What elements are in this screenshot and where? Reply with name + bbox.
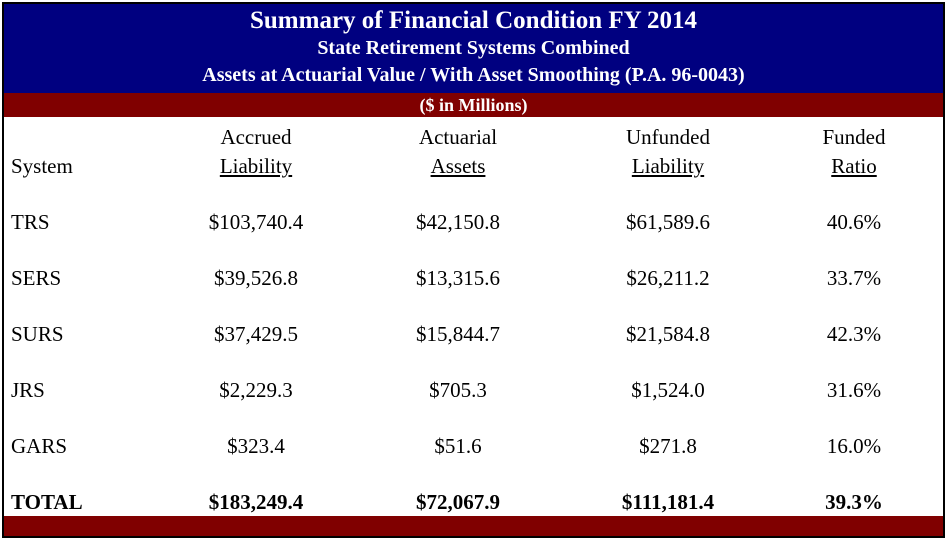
row-accrued: $323.4 xyxy=(227,434,285,458)
row-system: TRS xyxy=(11,210,50,234)
row-ratio: 42.3% xyxy=(826,322,882,346)
header-actuarial-bottom: Assets xyxy=(430,154,486,178)
header-unfunded-bottom: Liability xyxy=(631,154,705,178)
total-system: TOTAL xyxy=(11,490,83,514)
table-row: GARS $323.4 $51.6 $271.8 16.0% xyxy=(4,431,943,461)
units-band: ($ in Millions) xyxy=(4,93,943,117)
row-unfunded: $1,524.0 xyxy=(631,378,705,402)
header-funded-bottom: Ratio xyxy=(831,154,877,178)
row-accrued: $2,229.3 xyxy=(219,378,293,402)
row-assets: $13,315.6 xyxy=(416,266,500,290)
row-assets: $15,844.7 xyxy=(416,322,500,346)
total-unfunded: $111,181.4 xyxy=(621,490,715,514)
row-accrued: $103,740.4 xyxy=(208,210,304,234)
total-row: TOTAL $183,249.4 $72,067.9 $111,181.4 39… xyxy=(4,487,943,517)
header-system: System xyxy=(11,154,73,178)
table-row: SERS $39,526.8 $13,315.6 $26,211.2 33.7% xyxy=(4,263,943,293)
total-assets: $72,067.9 xyxy=(416,490,500,514)
row-system: SERS xyxy=(11,266,62,290)
bottom-band xyxy=(4,516,943,536)
row-system: GARS xyxy=(11,434,68,458)
table-row: SURS $37,429.5 $15,844.7 $21,584.8 42.3% xyxy=(4,319,943,349)
row-unfunded: $26,211.2 xyxy=(626,266,710,290)
row-system: SURS xyxy=(11,322,64,346)
row-unfunded: $61,589.6 xyxy=(626,210,710,234)
table-row: JRS $2,229.3 $705.3 $1,524.0 31.6% xyxy=(4,375,943,405)
table-row: TRS $103,740.4 $42,150.8 $61,589.6 40.6% xyxy=(4,207,943,237)
row-assets: $42,150.8 xyxy=(416,210,500,234)
row-accrued: $37,429.5 xyxy=(214,322,298,346)
header-funded-top: Funded xyxy=(822,125,886,149)
table-subtitle: State Retirement Systems Combined xyxy=(317,37,630,59)
row-assets: $705.3 xyxy=(429,378,487,402)
row-system: JRS xyxy=(11,378,45,402)
row-ratio: 16.0% xyxy=(826,434,882,458)
row-assets: $51.6 xyxy=(434,434,482,458)
table-basis-note: Assets at Actuarial Value / With Asset S… xyxy=(202,64,745,86)
header-actuarial-top: Actuarial xyxy=(418,125,498,149)
total-accrued: $183,249.4 xyxy=(208,490,304,514)
row-unfunded: $271.8 xyxy=(639,434,697,458)
header-accrued-bottom: Liability xyxy=(219,154,293,178)
table-title: Summary of Financial Condition FY 2014 xyxy=(249,7,698,34)
row-ratio: 33.7% xyxy=(826,266,882,290)
row-ratio: 40.6% xyxy=(826,210,882,234)
title-band: Summary of Financial Condition FY 2014 S… xyxy=(4,4,943,93)
row-ratio: 31.6% xyxy=(826,378,882,402)
row-accrued: $39,526.8 xyxy=(214,266,298,290)
total-ratio: 39.3% xyxy=(825,490,883,514)
row-unfunded: $21,584.8 xyxy=(626,322,710,346)
header-accrued-top: Accrued xyxy=(220,125,292,149)
header-unfunded-top: Unfunded xyxy=(626,125,710,149)
